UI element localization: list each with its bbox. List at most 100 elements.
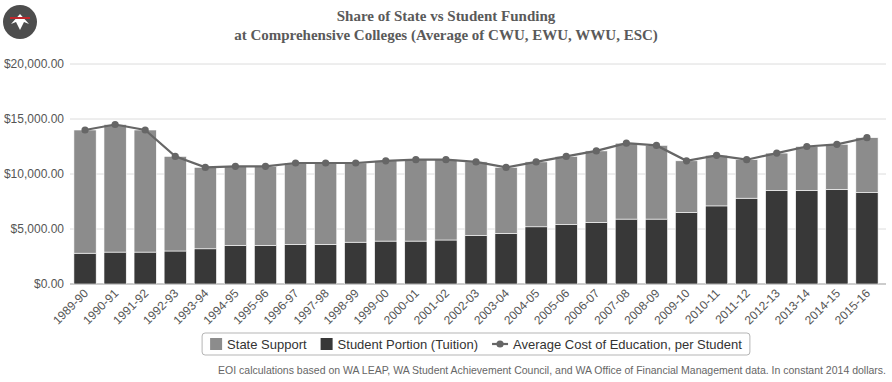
chart: Share of State vs Student Funding at Comp… <box>0 0 892 382</box>
bar <box>284 163 306 244</box>
bar <box>164 156 186 251</box>
bar <box>134 130 156 252</box>
logo-band <box>10 17 30 19</box>
bar <box>615 219 637 284</box>
plot-area <box>74 121 878 284</box>
legend-swatch-marker <box>496 340 503 347</box>
bar <box>555 156 577 224</box>
line-marker <box>142 126 149 133</box>
bar <box>435 240 457 284</box>
line-marker <box>81 126 88 133</box>
bar <box>254 166 276 245</box>
legend: State Support Student Portion (Tuition) Av… <box>202 333 750 355</box>
line-marker <box>833 141 840 148</box>
bar <box>375 241 397 284</box>
bar <box>796 191 818 285</box>
bar <box>465 162 487 236</box>
bar <box>826 189 848 284</box>
legend-box <box>202 333 750 355</box>
line-marker <box>172 153 179 160</box>
bar <box>585 151 607 223</box>
bar <box>405 241 427 284</box>
grid-line <box>70 119 886 120</box>
legend-label: State Support <box>227 337 307 352</box>
bar <box>495 167 517 233</box>
bar <box>826 144 848 189</box>
line-marker <box>202 164 209 171</box>
bar <box>766 191 788 285</box>
legend-item: Student Portion (Tuition) <box>321 337 478 352</box>
y-tick-label: $20,000.00 <box>4 57 64 71</box>
legend-swatch <box>210 338 222 350</box>
line-marker <box>743 156 750 163</box>
bar <box>555 225 577 284</box>
line-marker <box>563 153 570 160</box>
line-marker <box>262 163 269 170</box>
bar <box>736 198 758 284</box>
title: Share of State vs Student Funding <box>337 8 556 24</box>
bar <box>465 236 487 284</box>
y-tick-label: $10,000.00 <box>4 167 64 181</box>
bar <box>645 145 667 219</box>
bar <box>164 251 186 284</box>
line-marker <box>382 157 389 164</box>
bar <box>315 244 337 284</box>
bar <box>375 161 397 241</box>
bar <box>194 167 216 248</box>
bar <box>856 138 878 193</box>
line-marker <box>322 159 329 166</box>
bar <box>585 222 607 284</box>
line-marker <box>713 152 720 159</box>
y-tick-label: $5,000.00 <box>11 222 65 236</box>
bar <box>705 155 727 206</box>
bar <box>525 162 547 227</box>
legend-item: Average Cost of Education, per Student <box>492 337 742 352</box>
legend-swatch <box>321 338 333 350</box>
line-marker <box>412 156 419 163</box>
bar <box>284 244 306 284</box>
bar <box>615 143 637 219</box>
bar <box>405 160 427 241</box>
legend-label: Student Portion (Tuition) <box>338 337 478 352</box>
bar <box>525 227 547 284</box>
line-marker <box>352 159 359 166</box>
line-marker <box>472 158 479 165</box>
line-marker <box>863 134 870 141</box>
bar <box>254 246 276 285</box>
legend-label: Average Cost of Education, per Student <box>513 337 742 352</box>
bar <box>705 206 727 284</box>
bar <box>796 147 818 191</box>
bar <box>224 166 246 245</box>
bar <box>675 161 697 213</box>
line-marker <box>623 140 630 147</box>
line-marker <box>683 157 690 164</box>
bar <box>104 252 126 284</box>
bar <box>315 163 337 244</box>
bar <box>766 153 788 190</box>
bar <box>856 193 878 284</box>
logo <box>3 5 37 39</box>
x-tick-label: 2015-16 <box>832 286 873 327</box>
bar <box>345 163 367 242</box>
bar <box>74 130 96 253</box>
legend-item: State Support <box>210 337 307 352</box>
grid-line <box>70 64 886 65</box>
line-marker <box>112 121 119 128</box>
line-marker <box>232 163 239 170</box>
line-marker <box>773 150 780 157</box>
bar <box>74 253 96 284</box>
bar <box>495 233 517 284</box>
line-marker <box>502 164 509 171</box>
line-marker <box>593 147 600 154</box>
line-marker <box>803 143 810 150</box>
line-marker <box>533 158 540 165</box>
bar <box>435 160 457 240</box>
y-tick-label: $15,000.00 <box>4 112 64 126</box>
line-marker <box>653 142 660 149</box>
line-marker <box>292 159 299 166</box>
y-tick-label: $0.00 <box>34 277 64 291</box>
subtitle: at Comprehensive Colleges (Average of CW… <box>234 27 658 44</box>
source-note: EOI calculations based on WA LEAP, WA St… <box>218 364 886 376</box>
line <box>85 125 867 168</box>
logo-circle <box>3 5 37 39</box>
